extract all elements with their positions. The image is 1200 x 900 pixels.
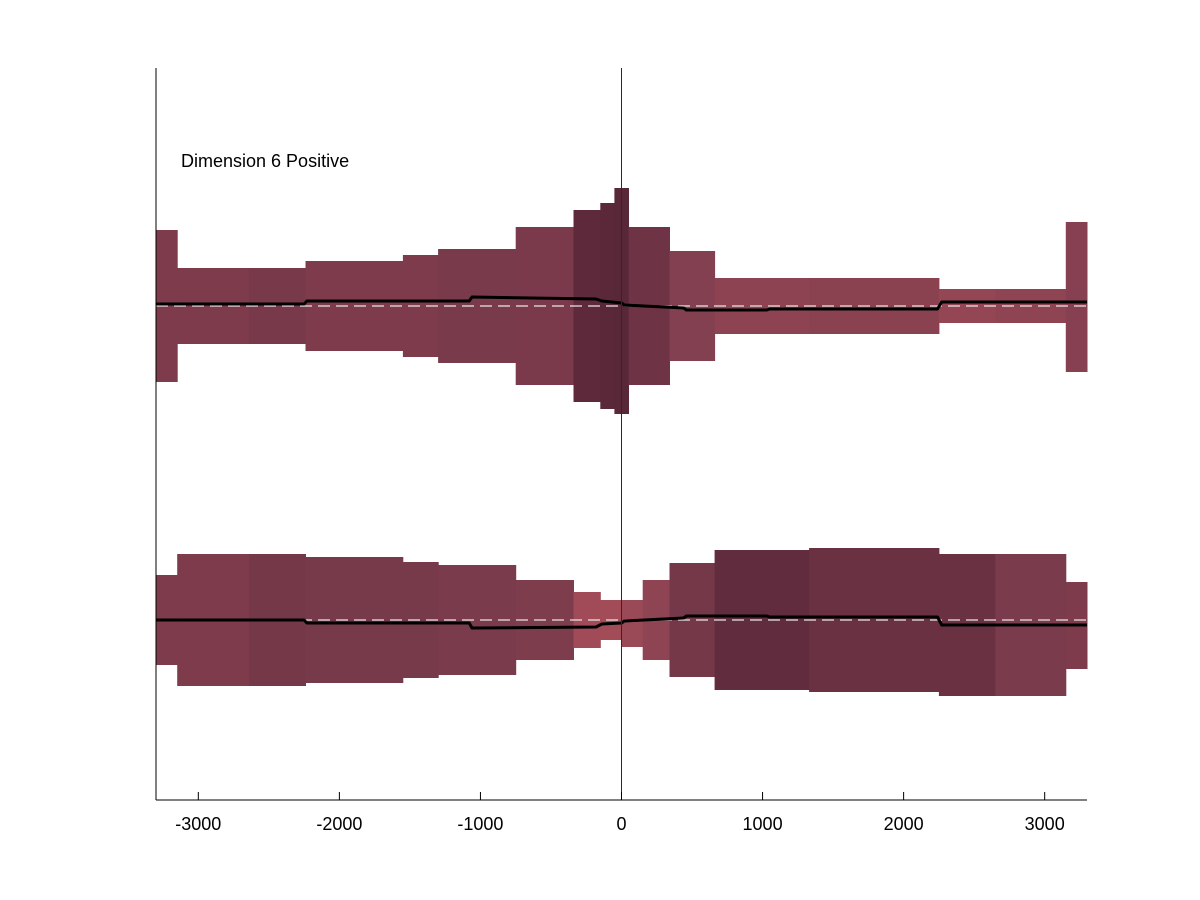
x-tick-label: 0	[616, 814, 626, 834]
x-tick-label: -1000	[457, 814, 503, 834]
band-segment	[1065, 222, 1088, 372]
band-segment	[669, 251, 716, 361]
band-segment	[621, 600, 644, 647]
x-tick-label: -3000	[175, 814, 221, 834]
panel-lower	[156, 548, 1088, 696]
x-tick-label: 2000	[884, 814, 924, 834]
chart-annotation: Dimension 6 Positive	[181, 151, 349, 171]
band-segment	[249, 268, 306, 344]
x-tick-label: -2000	[316, 814, 362, 834]
x-tick-label: 3000	[1025, 814, 1065, 834]
mean-line	[156, 295, 1087, 312]
chart-axes: -3000 -2000 -1000 0 1000 2000 3000	[155, 68, 1087, 834]
x-tick-label: 1000	[743, 814, 783, 834]
mean-line	[156, 614, 1087, 630]
chart-panels	[156, 188, 1088, 696]
band-segment	[669, 563, 716, 677]
